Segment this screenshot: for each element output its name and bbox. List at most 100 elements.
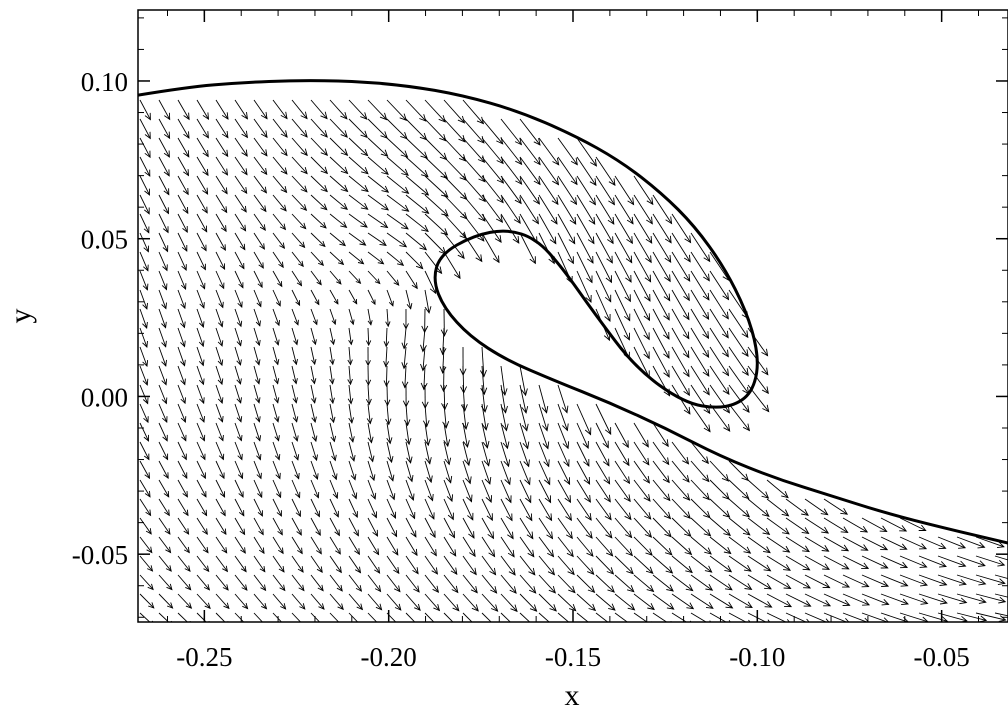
velocity-arrow <box>234 251 245 270</box>
velocity-arrow <box>652 612 672 622</box>
velocity-arrow <box>329 99 348 120</box>
velocity-arrow <box>139 441 150 461</box>
velocity-arrow <box>348 498 358 519</box>
velocity-arrow <box>386 479 396 501</box>
velocity-arrow <box>367 498 377 519</box>
velocity-arrow <box>538 498 553 522</box>
velocity-arrow <box>234 156 248 176</box>
velocity-arrow <box>728 346 749 376</box>
velocity-arrow <box>234 422 243 442</box>
velocity-arrow <box>576 175 596 206</box>
velocity-arrow <box>234 213 247 232</box>
velocity-arrow <box>177 365 186 386</box>
velocity-arrow <box>196 270 206 290</box>
velocity-arrow <box>139 422 149 442</box>
velocity-arrow <box>956 574 987 586</box>
velocity-arrow <box>139 270 149 291</box>
velocity-arrow <box>595 479 611 503</box>
velocity-arrow <box>671 270 690 302</box>
velocity-arrow <box>481 175 504 204</box>
velocity-arrow <box>329 612 343 622</box>
velocity-arrow <box>291 384 298 404</box>
velocity-arrow <box>215 118 229 139</box>
velocity-arrow <box>215 498 226 517</box>
velocity-arrow <box>709 593 734 609</box>
y-axis: 0.10 0.05 0.00 -0.05 <box>72 17 1008 618</box>
velocity-arrow <box>576 194 596 225</box>
velocity-arrow <box>139 346 149 368</box>
velocity-arrow <box>424 555 438 575</box>
velocity-arrow <box>158 403 168 424</box>
velocity-arrow <box>975 574 1006 586</box>
velocity-arrow <box>785 593 812 607</box>
velocity-arrow <box>424 498 435 520</box>
velocity-arrow <box>272 289 281 307</box>
velocity-arrow <box>538 574 556 594</box>
velocity-arrow <box>652 441 670 466</box>
velocity-arrow <box>842 593 871 606</box>
velocity-arrow <box>405 251 424 270</box>
velocity-arrow <box>614 498 632 521</box>
velocity-arrow <box>823 555 850 570</box>
velocity-arrow <box>481 156 505 184</box>
velocity-arrow <box>253 251 264 269</box>
velocity-arrow <box>234 99 248 120</box>
velocity-arrow <box>348 555 362 574</box>
velocity-arrow <box>177 213 188 234</box>
velocity-arrow <box>405 612 416 622</box>
velocity-arrow <box>500 460 511 486</box>
velocity-arrow <box>329 327 336 346</box>
velocity-arrow <box>253 194 267 213</box>
velocity-arrow <box>366 403 373 425</box>
velocity-arrow <box>424 137 448 161</box>
velocity-arrow <box>424 118 447 142</box>
velocity-arrow <box>348 422 355 443</box>
velocity-arrow <box>196 384 205 405</box>
velocity-arrow <box>709 555 733 573</box>
velocity-arrow <box>557 403 569 432</box>
velocity-arrow <box>671 308 690 340</box>
velocity-arrow <box>519 517 534 540</box>
velocity-arrow <box>329 175 349 193</box>
y-tick-label: -0.05 <box>72 540 128 570</box>
velocity-arrow <box>538 612 550 622</box>
velocity-arrow <box>365 384 372 406</box>
velocity-arrow <box>272 194 287 212</box>
velocity-arrow <box>215 346 224 367</box>
velocity-arrow <box>253 612 267 622</box>
velocity-arrow <box>709 289 729 320</box>
velocity-arrow <box>177 308 186 329</box>
velocity-arrow <box>671 498 691 519</box>
velocity-arrow <box>329 517 340 537</box>
velocity-arrow <box>480 346 487 378</box>
velocity-arrow <box>386 194 410 212</box>
velocity-arrow <box>347 384 354 405</box>
velocity-arrow <box>994 612 1008 617</box>
velocity-arrow <box>690 574 714 591</box>
velocity-arrow <box>177 574 192 591</box>
velocity-arrow <box>766 517 790 535</box>
velocity-arrow <box>709 365 730 396</box>
velocity-arrow <box>196 517 208 535</box>
velocity-arrow <box>291 441 300 461</box>
velocity-arrow <box>557 536 574 558</box>
velocity-arrow <box>861 574 890 587</box>
velocity-arrow <box>671 517 692 538</box>
velocity-arrow <box>196 99 210 120</box>
velocity-arrow <box>348 308 355 326</box>
velocity-arrow <box>424 593 441 612</box>
velocity-arrow <box>272 612 286 622</box>
velocity-arrow <box>291 574 305 592</box>
velocity-arrow <box>728 403 751 432</box>
velocity-arrow <box>196 365 205 386</box>
velocity-arrow <box>424 156 449 180</box>
velocity-arrow <box>234 384 242 404</box>
velocity-arrow <box>139 384 149 405</box>
velocity-arrow <box>633 327 650 360</box>
velocity-arrow <box>690 251 710 282</box>
velocity-arrow <box>383 346 390 368</box>
velocity-arrow <box>576 574 596 594</box>
velocity-arrow <box>348 441 356 462</box>
velocity-arrow <box>329 441 337 462</box>
x-axis: -0.25 -0.20 -0.15 -0.10 -0.05 <box>166 10 980 672</box>
